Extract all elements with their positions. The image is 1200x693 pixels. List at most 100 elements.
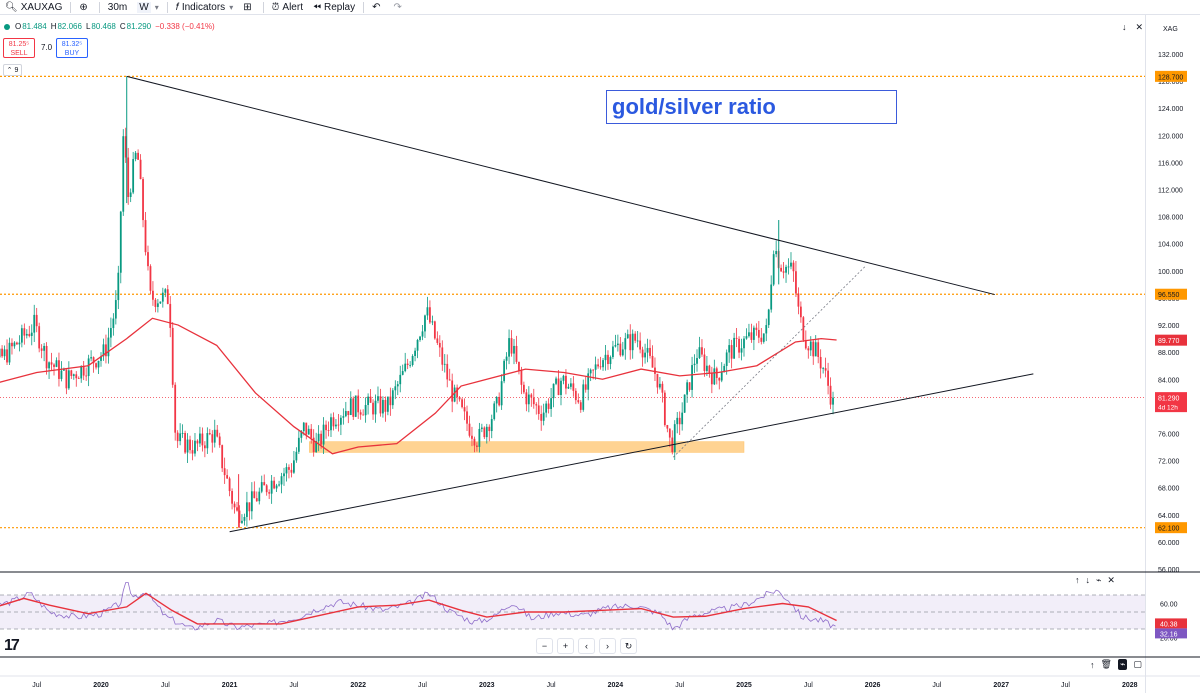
price-tick: 88.000 (1158, 350, 1180, 357)
candle-body (527, 394, 530, 405)
candle-body (248, 502, 251, 512)
collapse-icon[interactable]: ⌁ (1096, 575, 1102, 585)
indicator-count: 9 (14, 66, 19, 74)
divider (70, 1, 72, 13)
candle-body (738, 338, 740, 353)
candle-body (411, 356, 414, 365)
candle-body (446, 363, 449, 380)
candle-body (236, 507, 238, 511)
legend-collapse-button[interactable]: ⌃ 9 (3, 64, 22, 76)
candle-body (636, 340, 639, 342)
close-icon[interactable]: ✕ (1107, 575, 1115, 585)
close-icon[interactable]: ✕ (1135, 22, 1144, 32)
candle-body (297, 437, 300, 452)
candle-body (745, 336, 748, 339)
sell-button[interactable]: 81.25⁵ SELL (3, 38, 35, 58)
candle-body (522, 384, 525, 393)
candle-body (332, 417, 335, 427)
candle-body (510, 338, 513, 354)
candle-body (572, 383, 575, 391)
replay-label: Replay (323, 1, 356, 13)
candle-body (599, 366, 602, 368)
candle-body (142, 179, 144, 221)
candle-body (569, 383, 572, 387)
candle-body (453, 387, 456, 402)
buy-button[interactable]: 81.32⁵ BUY (56, 38, 88, 58)
candle-body (77, 378, 80, 379)
candle-body (250, 491, 253, 512)
candle-body (144, 220, 147, 253)
arrow-down-icon[interactable]: ↓ (1085, 575, 1091, 585)
candle-body (495, 396, 498, 404)
candle-body (357, 395, 360, 413)
candle-body (349, 398, 352, 416)
zoom-in-button[interactable]: + (557, 638, 574, 654)
candle-body (231, 491, 233, 504)
candle-body (238, 510, 241, 523)
candle-body (530, 394, 533, 398)
candle-body (676, 417, 679, 425)
symbol-search[interactable]: 🔍︎ XAUXAG (0, 0, 67, 14)
candle-body (364, 404, 367, 416)
pane-controls: ↓ ✕ (1122, 22, 1143, 33)
arrow-up-icon[interactable]: ↑ (1075, 575, 1080, 585)
candle-body (258, 491, 261, 502)
trash-icon[interactable]: 🗑︎ (1100, 659, 1112, 669)
collapse-icon[interactable]: ⌁ (1117, 659, 1128, 670)
candle-body (25, 333, 28, 336)
indicators-button[interactable]: 𝑓 Indicators ▾ (171, 0, 239, 14)
candle-body (85, 375, 88, 377)
candle-body (767, 309, 770, 326)
scroll-right-button[interactable]: › (599, 638, 616, 654)
reset-button[interactable]: ↻ (620, 638, 637, 654)
candle-body (377, 396, 379, 401)
candle-body (822, 368, 825, 369)
candle-body (416, 339, 419, 351)
candle-body (424, 315, 426, 332)
grid-icon: ⊞ (243, 1, 252, 13)
candle-body (359, 412, 362, 415)
candle-body (159, 301, 162, 304)
candle-body (827, 370, 829, 386)
alert-button[interactable]: ⏰︎ Alert (267, 0, 308, 14)
sell-label: SELL (10, 50, 28, 57)
scroll-left-button[interactable]: ‹ (578, 638, 595, 654)
candle-body (75, 374, 78, 379)
rsi-value-box (1155, 618, 1187, 629)
buy-label: BUY (64, 50, 80, 57)
arrow-up-icon[interactable]: ↑ (1090, 659, 1095, 670)
price-label: 81.290 (1158, 396, 1180, 403)
redo-button[interactable]: ↷ (389, 0, 410, 14)
templates-button[interactable]: ⊞ (238, 0, 259, 14)
candle-body (639, 340, 642, 350)
candle-body (666, 425, 669, 429)
candle-body (433, 321, 436, 339)
candle-body (755, 327, 758, 330)
candle-body (520, 370, 523, 385)
zoom-out-button[interactable]: − (536, 638, 553, 654)
text-annotation[interactable]: gold/silver ratio (606, 90, 897, 124)
candle-body (710, 373, 713, 385)
interval-button[interactable]: 30m (103, 0, 132, 14)
undo-button[interactable]: ↶ (367, 0, 388, 14)
support-zone (309, 441, 745, 453)
candle-body (33, 314, 36, 333)
arrow-down-icon[interactable]: ↓ (1122, 22, 1127, 32)
rsi-tick: 20.00 (1160, 636, 1178, 643)
candle-body (53, 364, 55, 367)
candle-body (542, 412, 545, 421)
candle-body (406, 363, 409, 365)
replay-button[interactable]: ⏪︎ Replay (308, 0, 360, 14)
candle-body (325, 424, 327, 431)
rsi-tick: 60.00 (1160, 602, 1178, 609)
price-label-box (1155, 522, 1187, 534)
compare-button[interactable]: ⊕ (74, 0, 95, 14)
open-value: 81.484 (22, 22, 47, 31)
maximize-icon[interactable]: ▢ (1133, 659, 1142, 669)
alert-label: Alert (282, 1, 303, 13)
symbol-name: XAUXAG (20, 1, 63, 13)
candle-body (283, 473, 285, 477)
bar-style-button[interactable]: W ▾ (132, 0, 163, 14)
price-chart[interactable]: 132.000 128.000 124.000 120.000 116.000 112.0… (0, 14, 1200, 693)
candle-body (243, 516, 246, 521)
